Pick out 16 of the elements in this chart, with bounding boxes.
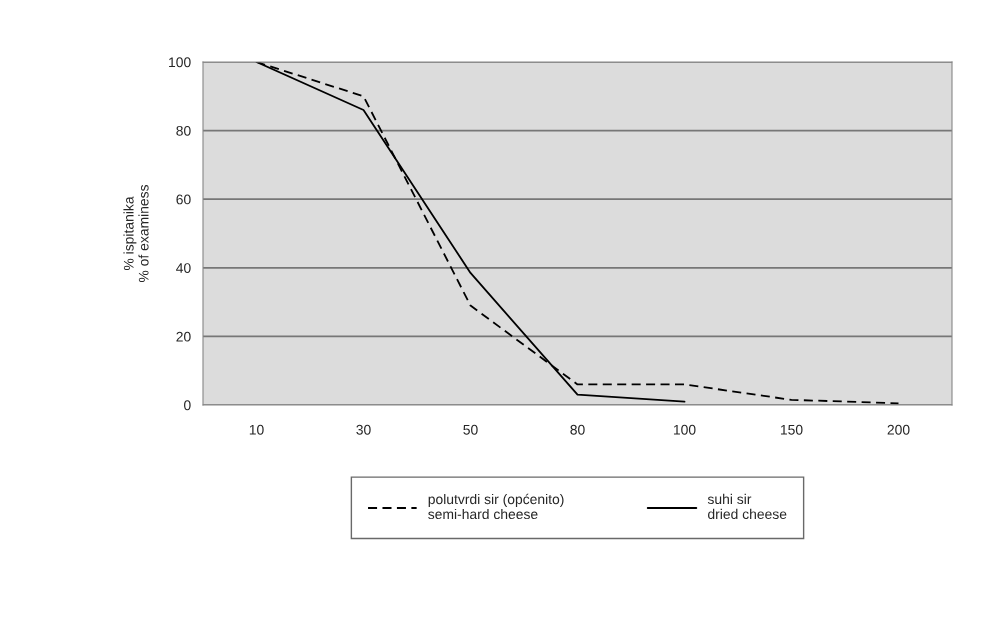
x-tick-label: 150 (780, 424, 803, 435)
x-tick-label: 80 (570, 424, 585, 435)
y-tick-label: 40 (176, 263, 191, 273)
legend-label: suhi sir dried cheese (707, 493, 787, 520)
x-tick-label: 10 (249, 424, 264, 435)
x-tick-label: 100 (673, 424, 696, 435)
y-axis-title: % ispitanika % of examiness (123, 184, 149, 283)
x-tick-label: 30 (356, 424, 371, 435)
y-tick-label: 0 (184, 400, 191, 411)
y-tick-label: 100 (169, 57, 191, 68)
x-tick-label: 50 (463, 424, 478, 435)
y-tick-label: 60 (176, 194, 191, 205)
y-tick-label: 80 (176, 125, 191, 136)
x-tick-label: 200 (887, 424, 910, 435)
y-tick-label: 20 (176, 331, 191, 342)
legend-label: polutvrdi sir (općenito) semi-hard cheese (428, 493, 564, 520)
